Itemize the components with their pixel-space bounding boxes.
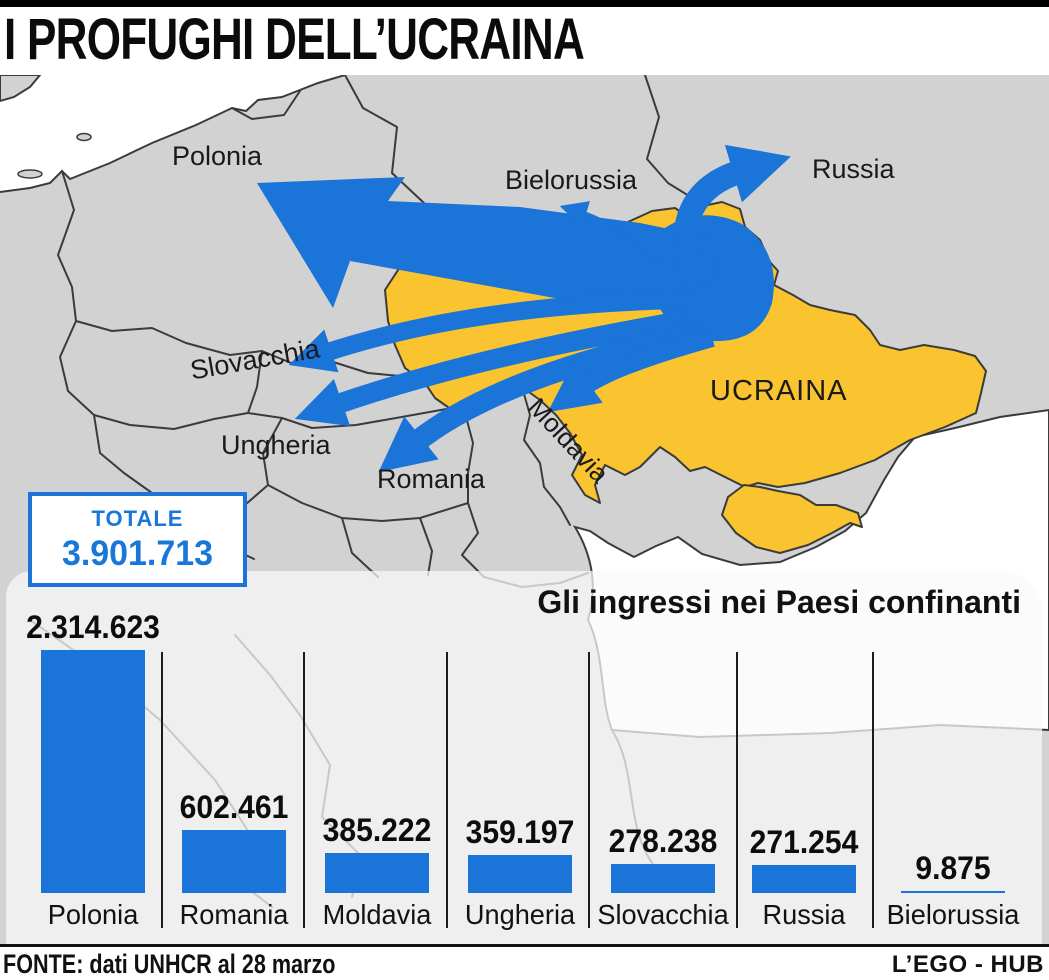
footer-divider [0,944,1049,947]
bar-russia [752,865,856,893]
bar-label-ungheria: Ungheria [464,899,576,930]
map-label-ucraina: UCRAINA [710,375,848,407]
total-box: TOTALE 3.901.713 [28,492,247,587]
flow-arrow-polonia [257,177,718,308]
bar-slovacchia [611,864,715,893]
flow-arrow-bielorussia [559,201,662,267]
baltic-coastline [0,75,346,193]
column-separator [303,652,305,928]
brand-logo: L’EGO - HUB [891,951,1044,978]
bar-label-romania: Romania [179,899,289,930]
bar-label-slovacchia: Slovacchia [597,899,729,930]
chart-title: Gli ingressi nei Paesi confinanti [537,584,1021,620]
column-separator [446,652,448,928]
footer: FONTE: dati UNHCR al 28 marzo L’EGO - HU… [0,947,1049,980]
bar-value-slovacchia: 278.238 [608,823,718,859]
bar-label-moldavia: Moldavia [322,899,432,930]
column-separator [161,652,163,928]
baltic-island [17,169,43,179]
crimea-shape [721,484,863,554]
bar-label-polonia: Polonia [47,899,139,930]
total-label: TOTALE [91,506,184,531]
flow-arrow-ungheria [294,310,690,427]
map-label-polonia: Polonia [172,141,263,171]
bar-ungheria [468,855,572,893]
baltic-sea [0,75,345,192]
flow-arrow-moldavia [547,327,715,413]
flow-arrow-romania [378,322,703,473]
column-separator [872,652,874,928]
bar-label-russia: Russia [762,899,846,930]
map-label-bielorussia: Bielorussia [505,165,638,195]
map-label-ungheria: Ungheria [221,430,331,460]
bar-value-russia: 271.254 [749,824,859,860]
column-separator [588,652,590,928]
bar-label-bielorussia: Bielorussia [886,899,1020,930]
column-separator [736,652,738,928]
bar-romania [182,830,286,893]
scandinavia-tip [0,75,42,103]
top-black-bar [0,0,1049,7]
bar-value-bielorussia: 9.875 [915,850,991,886]
flow-arrow-slovacchia [288,291,681,373]
refugee-flow-arrows [257,144,791,473]
baltic-island-2 [76,132,92,142]
bar-polonia [41,650,145,893]
bar-moldavia [325,853,429,893]
page-title-text: I PROFUGHI DELL’UCRAINA [4,7,585,72]
map-label-russia: Russia [812,154,895,184]
page-title: I PROFUGHI DELL’UCRAINA [4,6,767,73]
flow-arrow-russia [672,144,791,283]
map-label-romania: Romania [377,464,486,494]
total-value: 3.901.713 [61,534,214,573]
bar-value-moldavia: 385.222 [322,812,432,848]
bar-value-romania: 602.461 [179,789,289,825]
source-note: FONTE: dati UNHCR al 28 marzo [3,949,336,979]
bar-value-ungheria: 359.197 [465,814,575,850]
bar-bielorussia [901,891,1005,893]
bar-value-polonia: 2.314.623 [26,609,160,645]
